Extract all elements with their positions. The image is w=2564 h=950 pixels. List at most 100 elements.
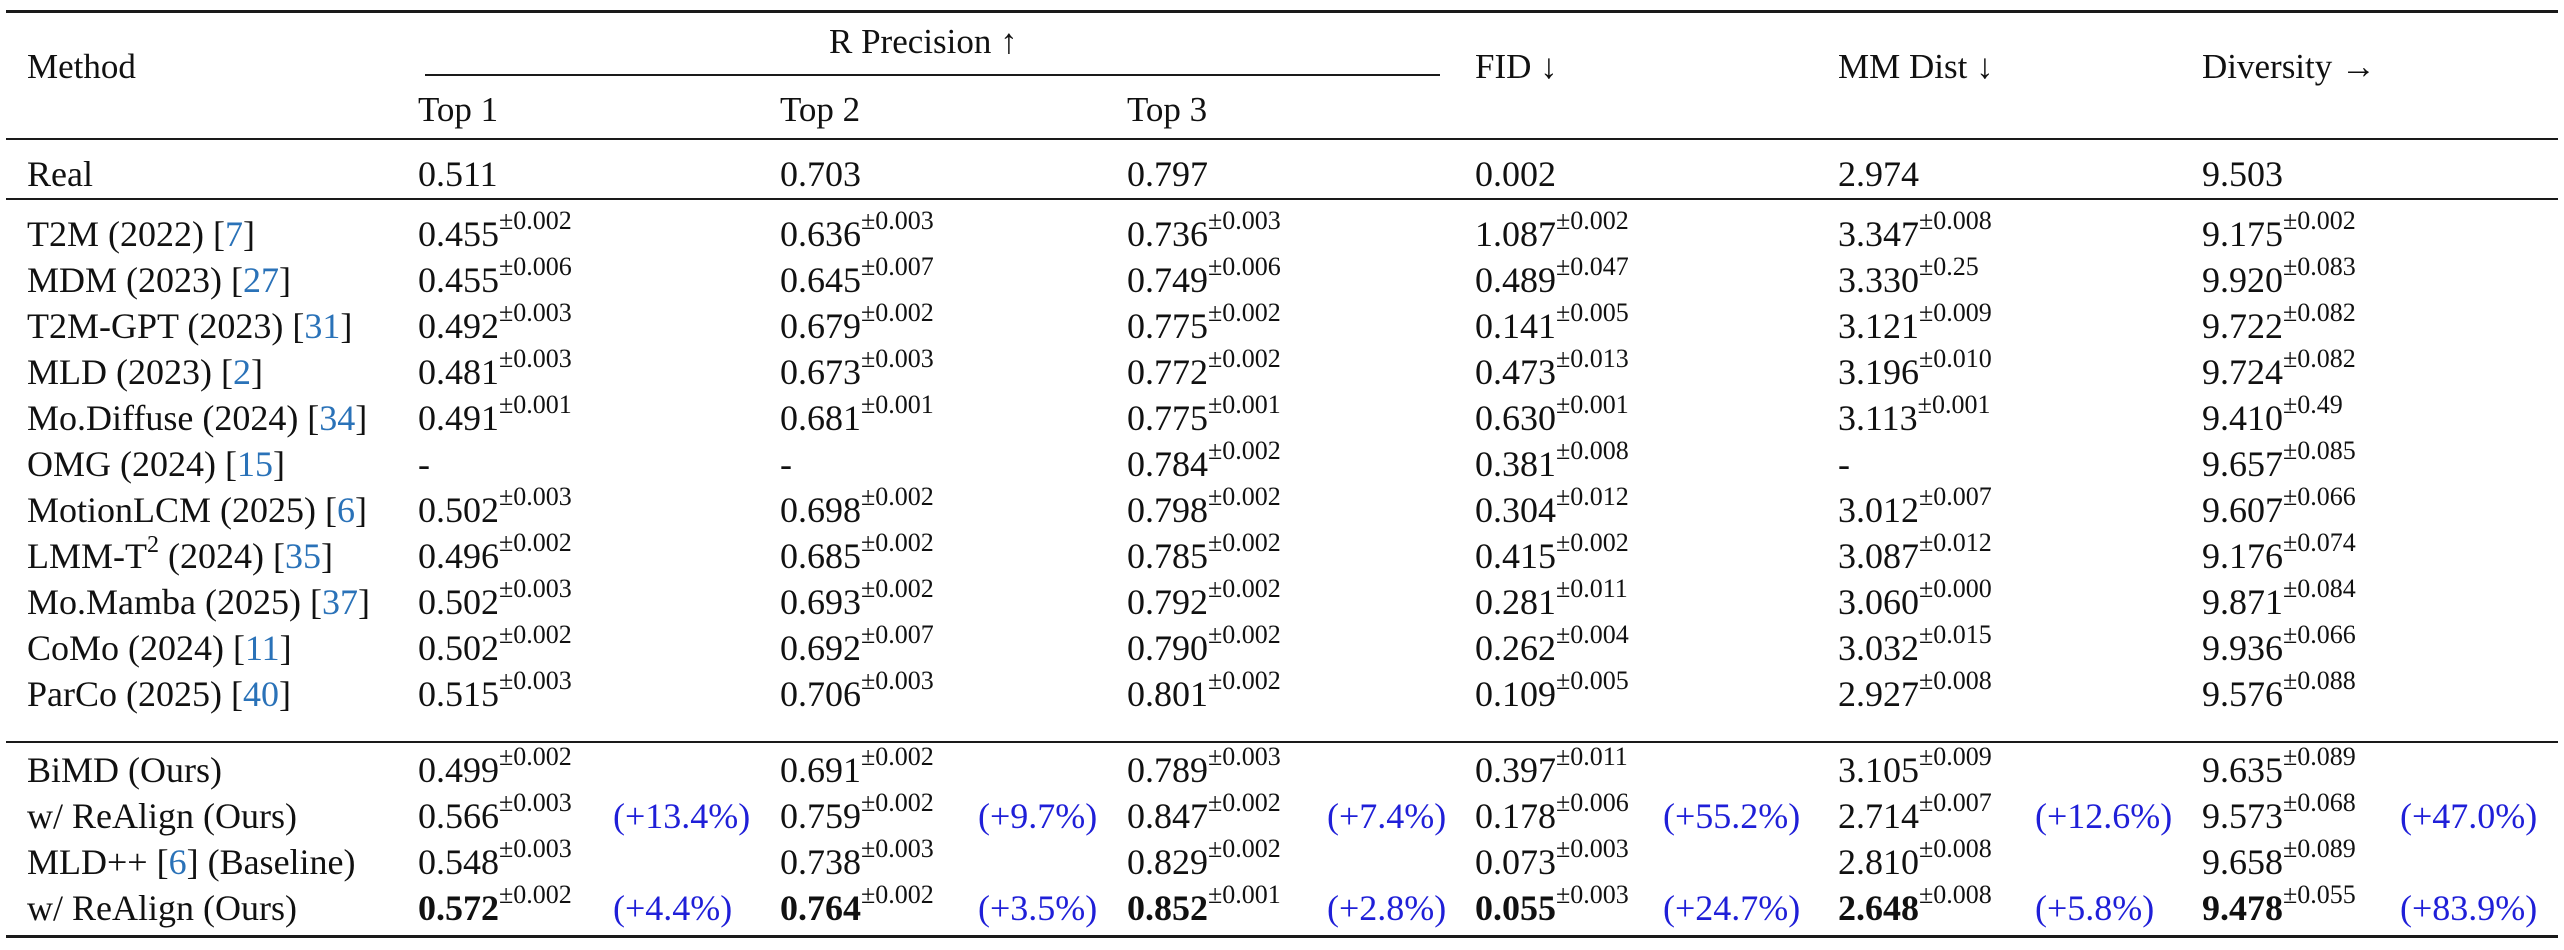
metric-value: 9.410 — [2202, 398, 2283, 438]
metric-std: ±0.001 — [499, 390, 572, 419]
metric-value: 2.714 — [1838, 796, 1919, 836]
metric-top1: 0.502±0.003 — [418, 484, 572, 532]
metric-std: ±0.002 — [499, 880, 572, 909]
citation-link[interactable]: 37 — [321, 582, 358, 622]
metric-top3: 0.852±0.001 — [1127, 882, 1281, 930]
metric-fid: 0.630±0.001 — [1475, 392, 1629, 440]
metric-std: ±0.002 — [499, 206, 572, 235]
metric-top3: 0.784±0.002 — [1127, 438, 1281, 486]
metric-top1: 0.492±0.003 — [418, 300, 572, 348]
metric-std: ±0.006 — [1556, 788, 1629, 817]
method-bracket: ] — [250, 352, 263, 392]
metric-top3: 0.790±0.002 — [1127, 622, 1281, 670]
method-label: Mo.Diffuse (2024) [ — [27, 398, 320, 438]
metric-value: 1.087 — [1475, 214, 1556, 254]
metric-std: ±0.002 — [499, 742, 572, 771]
metric-value: 0.073 — [1475, 842, 1556, 882]
metric-value: 0.738 — [780, 842, 861, 882]
metric-std: ±0.002 — [2283, 206, 2356, 235]
metric-mm: 3.105±0.009 — [1838, 744, 1992, 792]
metric-value: 0.798 — [1127, 490, 1208, 530]
citation-link[interactable]: 34 — [319, 398, 356, 438]
method-name: MDM (2023) [27] — [27, 258, 291, 302]
metric-std: ±0.003 — [861, 666, 934, 695]
metric-div: 9.175±0.002 — [2202, 208, 2356, 256]
metric-value: 0.749 — [1127, 260, 1208, 300]
metric-value: 9.478 — [2202, 888, 2283, 928]
metric-top1: 0.548±0.003 — [418, 836, 572, 884]
metric-std: ±0.002 — [1208, 666, 1281, 695]
metric-div: 9.607±0.066 — [2202, 484, 2356, 532]
metric-top2: 0.692±0.007 — [780, 622, 934, 670]
metric-std: ±0.082 — [2283, 344, 2356, 373]
metric-value: 9.920 — [2202, 260, 2283, 300]
metric-fid: 0.304±0.012 — [1475, 484, 1629, 532]
metric-value: 0.496 — [418, 536, 499, 576]
metric-div: 9.658±0.089 — [2202, 836, 2356, 884]
real-rule — [6, 198, 2558, 200]
metric-value: 9.658 — [2202, 842, 2283, 882]
improvement-mm: (+12.6%) — [2035, 796, 2173, 836]
metric-mm: 3.012±0.007 — [1838, 484, 1992, 532]
metric-value: 9.722 — [2202, 306, 2283, 346]
citation-link[interactable]: 27 — [242, 260, 279, 300]
metric-top3: 0.801±0.002 — [1127, 668, 1281, 716]
metric-top2: 0.764±0.002 — [780, 882, 934, 930]
metric-value: 0.847 — [1127, 796, 1208, 836]
citation-link[interactable]: 6 — [337, 490, 355, 530]
metric-value: 2.927 — [1838, 674, 1919, 714]
metric-top1: 0.491±0.001 — [418, 392, 572, 440]
method-label-cont: (2024) [ — [159, 536, 285, 576]
method-bracket: ] — [355, 398, 368, 438]
metric-std: ±0.011 — [1556, 574, 1628, 603]
metric-value: 0.759 — [780, 796, 861, 836]
method-label: ParCo (2025) [ — [27, 674, 243, 714]
citation-link[interactable]: 6 — [168, 842, 187, 882]
metric-value: 3.196 — [1838, 352, 1919, 392]
metric-std: ±0.003 — [861, 206, 934, 235]
metric-std: ±0.001 — [1917, 390, 1991, 419]
metric-std: ±0.001 — [1208, 880, 1281, 909]
metric-value: 0.636 — [780, 214, 861, 254]
metric-std: ±0.008 — [1919, 206, 1992, 235]
citation-link[interactable]: 7 — [224, 214, 243, 254]
metric-top2: 0.685±0.002 — [780, 530, 934, 578]
metric-value: 0.784 — [1127, 444, 1208, 484]
citation-link[interactable]: 15 — [236, 444, 273, 484]
metric-std: ±0.003 — [499, 482, 572, 511]
metric-value: 0.691 — [780, 750, 861, 790]
metric-value: 0.681 — [780, 398, 861, 438]
citation-link[interactable]: 2 — [232, 352, 251, 392]
citation-link[interactable]: 11 — [245, 628, 280, 668]
metric-value: 9.573 — [2202, 796, 2283, 836]
metric-value: 3.060 — [1838, 582, 1919, 622]
method-name: T2M (2022) [7] — [27, 212, 255, 256]
metric-top3: 0.792±0.002 — [1127, 576, 1281, 624]
metric-std: ±0.009 — [1919, 742, 1992, 771]
metric-std: ±0.089 — [2283, 834, 2356, 863]
top-rule — [6, 10, 2558, 13]
real-method: Real — [27, 154, 93, 194]
method-name: MLD++ [6] (Baseline) — [27, 840, 356, 884]
metric-top2: 0.738±0.003 — [780, 836, 934, 884]
metric-std: ±0.089 — [2283, 742, 2356, 771]
metric-top2: 0.698±0.002 — [780, 484, 934, 532]
metric-std: ±0.082 — [2283, 298, 2356, 327]
metric-value: - — [418, 444, 430, 484]
metric-value: 0.790 — [1127, 628, 1208, 668]
citation-link[interactable]: 35 — [284, 536, 321, 576]
metric-std: ±0.003 — [1556, 834, 1629, 863]
metric-std: ±0.002 — [1208, 482, 1281, 511]
metric-std: ±0.084 — [2283, 574, 2356, 603]
method-label: Mo.Mamba (2025) [ — [27, 582, 322, 622]
metric-fid: 0.055±0.003 — [1475, 882, 1629, 930]
metric-value: - — [1838, 444, 1850, 484]
r-precision-rule — [425, 74, 1440, 76]
metric-mm: 3.087±0.012 — [1838, 530, 1992, 578]
header-top3: Top 3 — [1127, 90, 1208, 129]
metric-std: ±0.066 — [2283, 482, 2356, 511]
citation-link[interactable]: 31 — [304, 306, 341, 346]
method-label: MDM (2023) [ — [27, 260, 243, 300]
citation-link[interactable]: 40 — [242, 674, 279, 714]
metric-std: ±0.002 — [1208, 834, 1281, 863]
